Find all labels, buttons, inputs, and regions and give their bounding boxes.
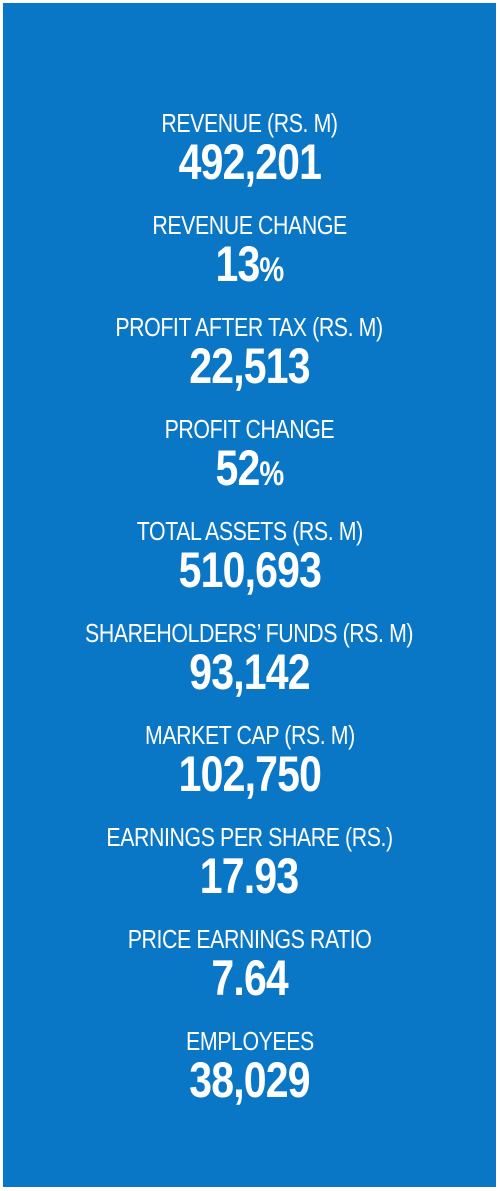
stat-profit-change: PROFIT CHANGE 52%: [3, 412, 496, 514]
stat-profit-after-tax: PROFIT AFTER TAX (RS. M) 22,513: [3, 310, 496, 412]
stat-value: 22,513: [189, 338, 310, 394]
stat-label: PROFIT CHANGE: [164, 414, 335, 444]
stat-value: 93,142: [189, 644, 310, 700]
stat-revenue: REVENUE (RS. M) 492,201: [3, 106, 496, 208]
stat-label: PROFIT AFTER TAX (RS. M): [115, 312, 384, 342]
stat-price-earnings-ratio: PRICE EARNINGS RATIO 7.64: [3, 922, 496, 1024]
stats-list: REVENUE (RS. M) 492,201 REVENUE CHANGE 1…: [3, 106, 496, 1126]
stat-value: 13%: [215, 236, 285, 292]
stat-total-assets: TOTAL ASSETS (RS. M) 510,693: [3, 514, 496, 616]
key-figures-panel: REVENUE (RS. M) 492,201 REVENUE CHANGE 1…: [3, 3, 496, 1187]
stat-revenue-change: REVENUE CHANGE 13%: [3, 208, 496, 310]
stat-value: 7.64: [211, 950, 288, 1006]
stat-value: 510,693: [178, 542, 321, 598]
stat-label: EARNINGS PER SHARE (RS.): [106, 822, 393, 852]
stat-label: SHAREHOLDERS’ FUNDS (RS. M): [85, 618, 414, 648]
stat-value: 52%: [215, 440, 285, 496]
stat-label: PRICE EARNINGS RATIO: [127, 924, 372, 954]
stat-value: 492,201: [178, 134, 321, 190]
stat-earnings-per-share: EARNINGS PER SHARE (RS.) 17.93: [3, 820, 496, 922]
stat-label: EMPLOYEES: [185, 1026, 314, 1056]
stat-value: 102,750: [178, 746, 321, 802]
stat-employees: EMPLOYEES 38,029: [3, 1024, 496, 1126]
stat-market-cap: MARKET CAP (RS. M) 102,750: [3, 718, 496, 820]
stat-label: MARKET CAP (RS. M): [144, 720, 355, 750]
stat-label: REVENUE CHANGE: [152, 210, 347, 240]
stat-label: REVENUE (RS. M): [161, 108, 338, 138]
stat-label: TOTAL ASSETS (RS. M): [136, 516, 363, 546]
stat-value: 17.93: [200, 848, 299, 904]
stat-value: 38,029: [189, 1052, 310, 1108]
stat-shareholders-funds: SHAREHOLDERS’ FUNDS (RS. M) 93,142: [3, 616, 496, 718]
